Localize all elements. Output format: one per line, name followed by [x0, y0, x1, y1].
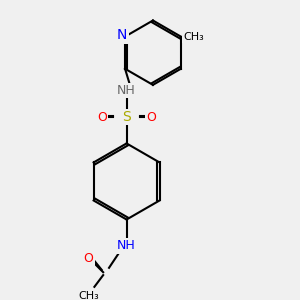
- Text: O: O: [146, 111, 156, 124]
- Text: NH: NH: [117, 84, 136, 97]
- Text: O: O: [84, 252, 94, 265]
- Text: CH₃: CH₃: [78, 291, 99, 300]
- Text: N: N: [117, 28, 127, 42]
- Text: O: O: [97, 111, 106, 124]
- Text: CH₃: CH₃: [184, 32, 204, 42]
- Text: S: S: [122, 110, 131, 124]
- Text: NH: NH: [117, 239, 136, 252]
